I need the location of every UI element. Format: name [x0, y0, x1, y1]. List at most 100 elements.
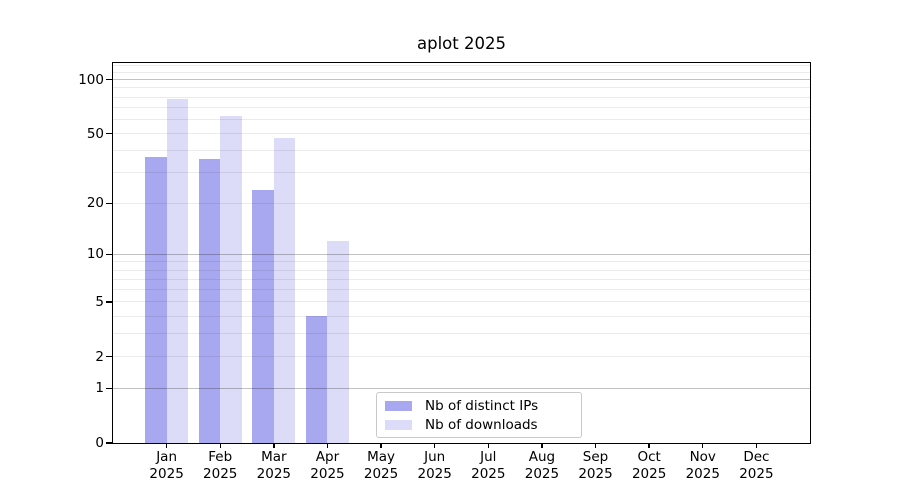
minor-gridline: [113, 133, 810, 135]
minor-gridline: [113, 315, 810, 317]
month-label: Jun: [424, 449, 446, 465]
minor-gridline: [113, 261, 810, 263]
y-tick-label: 0: [95, 435, 104, 451]
y-tick-label: 20: [86, 195, 104, 212]
bar-ips-feb: [198, 158, 221, 443]
x-tick-mark: [594, 443, 597, 448]
month-label: May: [367, 449, 396, 465]
minor-gridline: [113, 278, 810, 280]
bar-ips-apr: [306, 316, 328, 443]
bar-ips-mar: [252, 189, 274, 443]
x-tick-mark: [755, 443, 758, 448]
year-label: 2025: [203, 466, 238, 482]
minor-gridline: [113, 333, 810, 335]
minor-gridline: [113, 107, 810, 109]
minor-gridline: [113, 96, 810, 98]
y-tick-mark: [106, 387, 112, 390]
major-gridline: [113, 79, 810, 81]
month-label: Sep: [582, 449, 609, 465]
legend-item: Nb of downloads: [377, 417, 581, 433]
y-tick-mark: [106, 79, 112, 81]
minor-gridline: [113, 202, 810, 204]
y-tick-label: 5: [95, 293, 104, 310]
legend-label: Nb of downloads: [425, 416, 538, 433]
y-tick-label: 50: [86, 125, 104, 142]
x-tick-label-feb: Feb 2025: [185, 449, 255, 483]
minor-gridline: [113, 356, 810, 358]
year-label: 2025: [363, 466, 399, 482]
legend-label: Nb of distinct IPs: [425, 397, 539, 414]
bar-downloads-mar: [273, 138, 296, 443]
bar-downloads-feb: [220, 115, 242, 443]
x-tick-label-dec: Dec 2025: [721, 449, 791, 483]
y-tick-mark: [106, 355, 112, 358]
legend: Nb of distinct IPs Nb of downloads: [376, 392, 582, 438]
month-label: Jan: [156, 449, 178, 465]
y-tick-mark: [106, 202, 112, 205]
month-label: Nov: [689, 449, 716, 465]
major-gridline: [113, 253, 810, 255]
minor-gridline: [113, 71, 810, 73]
month-label: Dec: [743, 449, 770, 465]
y-tick-label: 100: [78, 71, 104, 88]
plot-area: [112, 62, 811, 444]
x-tick-label-sep: Sep 2025: [561, 449, 631, 483]
legend-swatch-icon: [385, 419, 412, 430]
year-label: 2025: [578, 466, 613, 482]
month-label: Oct: [637, 449, 661, 465]
month-label: Mar: [261, 449, 287, 465]
year-label: 2025: [471, 466, 506, 482]
y-tick-mark: [106, 442, 112, 444]
minor-gridline: [113, 118, 810, 120]
x-tick-label-jun: Jun 2025: [400, 449, 470, 483]
month-label: Jul: [480, 449, 497, 465]
year-label: 2025: [739, 466, 774, 482]
x-tick-label-aug: Aug 2025: [507, 449, 577, 483]
legend-item: Nb of distinct IPs: [377, 398, 581, 414]
minor-gridline: [113, 87, 810, 89]
x-tick-mark: [433, 443, 436, 448]
x-tick-label-jul: Jul 2025: [453, 449, 523, 483]
year-label: 2025: [417, 466, 452, 482]
y-tick-label: 10: [86, 246, 104, 263]
minor-gridline: [113, 150, 810, 152]
year-label: 2025: [149, 466, 184, 482]
x-tick-mark: [165, 443, 168, 448]
year-label: 2025: [631, 466, 667, 482]
month-label: Apr: [315, 449, 340, 465]
x-tick-mark: [702, 443, 704, 448]
legend-swatch-icon: [385, 400, 412, 411]
x-tick-mark: [487, 443, 489, 448]
x-tick-mark: [326, 443, 329, 448]
month-label: Feb: [208, 449, 233, 465]
y-tick-label: 1: [95, 380, 104, 397]
x-tick-mark: [541, 443, 543, 448]
x-tick-label-jan: Jan 2025: [132, 449, 202, 483]
x-tick-mark: [648, 443, 650, 448]
x-tick-label-nov: Nov 2025: [668, 449, 738, 483]
x-tick-mark: [219, 443, 221, 448]
y-tick-mark: [106, 301, 112, 303]
major-gridline: [113, 387, 810, 389]
minor-gridline: [113, 269, 810, 271]
minor-gridline: [113, 289, 810, 291]
y-tick-label: 2: [95, 348, 104, 365]
minor-gridline: [113, 301, 810, 303]
x-tick-label-apr: Apr 2025: [292, 449, 362, 483]
bar-downloads-apr: [327, 241, 349, 443]
minor-gridline: [113, 172, 810, 174]
x-tick-label-mar: Mar 2025: [239, 449, 309, 483]
x-tick-mark: [273, 443, 275, 448]
year-label: 2025: [256, 466, 292, 482]
y-tick-mark: [106, 132, 112, 135]
month-label: Aug: [528, 449, 556, 465]
bar-ips-jan: [145, 156, 167, 443]
year-label: 2025: [310, 466, 345, 482]
x-tick-label-may: May 2025: [346, 449, 416, 483]
year-label: 2025: [524, 466, 560, 482]
chart-title: aplot 2025: [417, 34, 506, 53]
x-tick-label-oct: Oct 2025: [614, 449, 684, 483]
year-label: 2025: [685, 466, 720, 482]
x-tick-mark: [380, 443, 382, 448]
